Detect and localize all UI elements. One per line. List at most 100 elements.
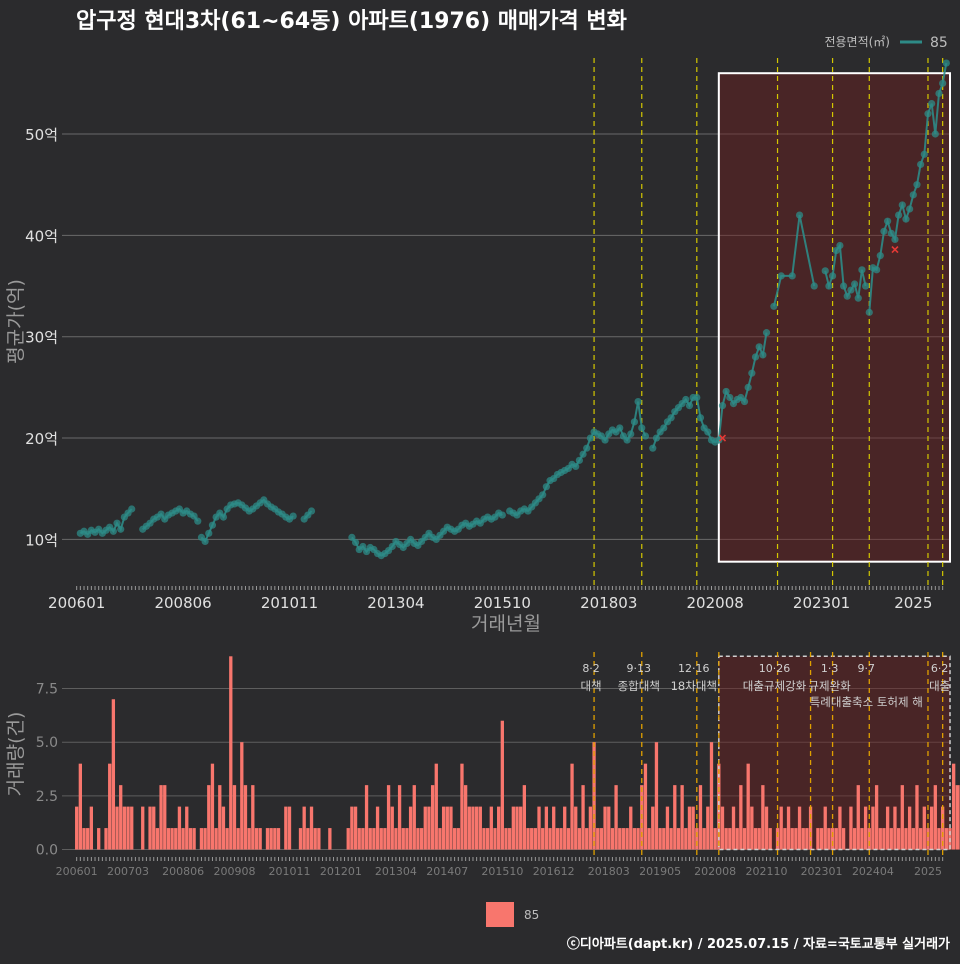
volume-bar (141, 806, 145, 850)
volume-bar (874, 785, 879, 850)
price-point (627, 430, 635, 438)
volume-bar (614, 785, 618, 850)
volume-bar (797, 806, 802, 850)
x-tick-label: 201011 (261, 594, 318, 612)
volume-bar (695, 828, 699, 850)
price-point (572, 462, 580, 471)
volume-bar (401, 828, 405, 850)
price-point (832, 246, 840, 255)
price-point (601, 436, 609, 444)
volume-bar (552, 806, 556, 850)
volume-bar (570, 763, 574, 850)
volume-bar (273, 828, 277, 850)
volume-bar (808, 806, 813, 850)
volume-bar (691, 806, 695, 850)
cancel-marker (718, 434, 727, 442)
price-point (770, 302, 778, 310)
volume-bar (838, 806, 842, 850)
x-tick-label: 202008 (687, 594, 744, 612)
price-point (348, 533, 356, 541)
price-point (839, 282, 848, 290)
volume-bar (416, 828, 420, 850)
top-legend: 전용면적(㎡) 85 (824, 35, 947, 51)
x-tick-label-volume: 200806 (162, 865, 204, 878)
bottom-legend: 85 (486, 902, 539, 927)
price-point (388, 542, 396, 551)
x-tick-label: 2025 (894, 594, 932, 612)
price-point (825, 282, 833, 290)
volume-bar (302, 806, 306, 850)
x-tick-label-volume: 202110 (746, 865, 788, 878)
volume-bar (174, 828, 178, 850)
volume-bar (856, 785, 860, 850)
volume-bar (537, 806, 541, 850)
price-point (715, 436, 723, 444)
volume-bar (361, 828, 365, 850)
volume-bar (651, 806, 655, 850)
x-tick-label: 201803 (580, 594, 637, 612)
price-point (847, 286, 855, 294)
volume-bar (834, 828, 838, 850)
volume-bar (434, 763, 438, 850)
x-tick-label-volume: 200908 (213, 865, 255, 878)
volume-bar (944, 828, 948, 850)
price-point (693, 393, 701, 402)
volume-bar (779, 806, 783, 850)
price-point (935, 89, 943, 98)
volume-bar (915, 785, 919, 850)
volume-bar (203, 828, 207, 850)
volume-bar (823, 806, 827, 850)
volume-bar (247, 828, 251, 850)
volume-bar (750, 806, 754, 850)
volume-bar (654, 742, 659, 850)
volume-bar (372, 828, 376, 850)
volume-bar (170, 828, 174, 850)
volume-bar (526, 828, 530, 850)
volume-bar (830, 828, 835, 850)
price-point (795, 211, 804, 219)
y-tick-label-volume: 2.5 (36, 789, 58, 805)
volume-bar (665, 806, 670, 850)
volume-bar (240, 742, 244, 850)
volume-bar (603, 806, 607, 850)
price-point (884, 217, 892, 225)
volume-bar (937, 828, 941, 850)
price-point (652, 434, 661, 442)
volume-bar (618, 828, 622, 850)
volume-bar (930, 806, 934, 850)
volume-bar (467, 806, 471, 850)
volume-bar (530, 828, 534, 850)
volume-bar (852, 828, 857, 850)
x-tick-label-volume: 201510 (481, 865, 523, 878)
volume-bar (841, 828, 846, 850)
x-tick-label: 201510 (474, 594, 531, 612)
y-tick-label-volume: 0.0 (36, 843, 58, 859)
volume-bar (163, 785, 167, 850)
volume-bar (768, 828, 772, 850)
volume-bar (783, 828, 787, 850)
price-point (109, 527, 117, 535)
price-point (359, 542, 367, 551)
price-point (858, 266, 866, 274)
volume-bar (952, 763, 956, 850)
volume-bar (192, 828, 196, 850)
volume-bar (159, 785, 163, 850)
volume-bar (104, 828, 108, 850)
price-point (205, 529, 213, 537)
price-point (190, 512, 198, 520)
volume-bar (673, 785, 677, 850)
price-point (759, 351, 767, 359)
volume-bar (130, 806, 134, 850)
volume-bar (508, 828, 512, 850)
volume-bar (497, 806, 501, 850)
volume-bar (214, 828, 218, 850)
price-point (696, 414, 705, 422)
volume-bar (926, 828, 930, 850)
price-point (836, 241, 844, 250)
cancel-marker (891, 245, 899, 254)
volume-bar (941, 806, 945, 850)
legend-title: 전용면적(㎡) (824, 35, 890, 49)
volume-bar (885, 806, 890, 850)
volume-bar (185, 806, 189, 850)
